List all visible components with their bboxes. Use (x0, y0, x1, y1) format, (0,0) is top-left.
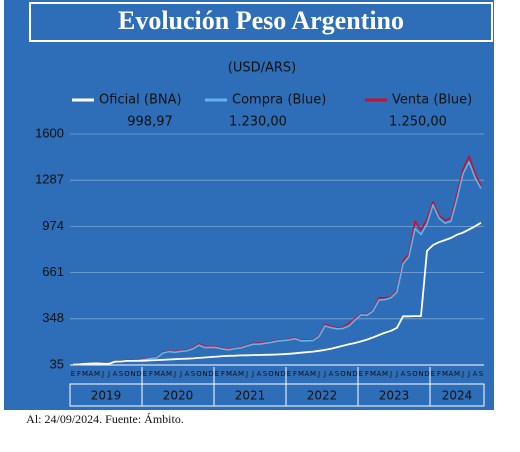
x-tick-label: A (377, 370, 382, 378)
x-tick-label: D (136, 370, 141, 378)
x-tick-label: M (454, 370, 460, 378)
x-tick-label: N (346, 370, 351, 378)
x-tick-label: O (412, 370, 418, 378)
x-tick-label: M (82, 370, 88, 378)
year-label: 2021 (235, 389, 266, 403)
legend-label: Oficial (BNA) (99, 93, 182, 108)
series-line (72, 221, 482, 366)
x-tick-label: J (467, 370, 470, 378)
x-tick-label: M (226, 370, 232, 378)
x-tick-label: O (268, 370, 274, 378)
latest-value: 1.230,00 (229, 115, 287, 130)
x-tick-label: O (124, 370, 130, 378)
x-tick-label: E (71, 370, 75, 378)
x-tick-label: E (359, 370, 363, 378)
year-label: 2022 (307, 389, 338, 403)
y-tick-label: 661 (42, 264, 64, 279)
x-tick-label: E (431, 370, 435, 378)
x-tick-label: A (233, 370, 238, 378)
x-tick-label: S (479, 370, 484, 378)
x-tick-label: J (107, 370, 110, 378)
x-tick-label: A (449, 370, 454, 378)
y-tick-label: 1287 (35, 172, 64, 187)
x-tick-label: F (293, 370, 297, 378)
x-tick-label: A (305, 370, 310, 378)
x-tick-label: A (329, 370, 334, 378)
x-tick-label: F (149, 370, 153, 378)
title-box (29, 2, 493, 42)
x-tick-label: A (257, 370, 262, 378)
year-row (69, 383, 485, 407)
x-tick-label: O (340, 370, 346, 378)
x-tick-label: N (274, 370, 279, 378)
x-tick-label: N (202, 370, 207, 378)
x-tick-label: J (323, 370, 326, 378)
x-tick-label: S (119, 370, 124, 378)
x-tick-label: M (238, 370, 244, 378)
x-tick-label: J (395, 370, 398, 378)
x-tick-label: M (94, 370, 100, 378)
x-tick-label: D (352, 370, 357, 378)
x-tick-label: A (113, 370, 118, 378)
footnote: Al: 24/09/2024. Fuente: Ámbito. (26, 412, 184, 426)
x-tick-label: F (365, 370, 369, 378)
x-tick-label: E (143, 370, 147, 378)
year-label: 2023 (379, 389, 410, 403)
year-label: 2020 (163, 389, 194, 403)
latest-value: 998,97 (127, 115, 173, 130)
legend-label: Venta (Blue) (392, 93, 472, 108)
x-tick-label: M (310, 370, 316, 378)
x-tick-label: M (166, 370, 172, 378)
x-tick-label: S (335, 370, 340, 378)
x-tick-label: J (173, 370, 176, 378)
x-tick-label: M (382, 370, 388, 378)
x-tick-label: A (185, 370, 190, 378)
chart-title: Evolución Peso Argentino (118, 6, 404, 35)
x-tick-label: D (208, 370, 213, 378)
x-tick-label: A (161, 370, 166, 378)
y-tick-label: 1600 (35, 125, 64, 140)
x-tick-label: E (215, 370, 219, 378)
x-tick-label: S (263, 370, 268, 378)
latest-value: 1.250,00 (389, 115, 447, 130)
x-tick-label: M (154, 370, 160, 378)
x-tick-label: F (221, 370, 225, 378)
x-tick-label: D (280, 370, 285, 378)
x-tick-label: M (298, 370, 304, 378)
x-tick-label: J (101, 370, 104, 378)
x-tick-label: J (179, 370, 182, 378)
x-tick-label: F (437, 370, 441, 378)
year-label: 2024 (442, 389, 473, 403)
x-tick-label: S (407, 370, 412, 378)
y-tick-label: 974 (42, 218, 64, 233)
year-label: 2019 (91, 389, 122, 403)
x-tick-label: O (196, 370, 202, 378)
x-tick-label: A (401, 370, 406, 378)
x-tick-label: F (77, 370, 81, 378)
x-tick-label: S (191, 370, 196, 378)
panel (4, 0, 494, 410)
x-tick-label: J (389, 370, 392, 378)
subtitle: (USD/ARS) (228, 61, 296, 76)
x-tick-label: J (251, 370, 254, 378)
x-tick-label: N (130, 370, 135, 378)
x-tick-label: E (287, 370, 291, 378)
x-tick-label: J (317, 370, 320, 378)
x-tick-label: J (245, 370, 248, 378)
legend-label: Compra (Blue) (232, 93, 326, 108)
x-tick-label: A (473, 370, 478, 378)
x-tick-label: M (370, 370, 376, 378)
y-tick-label: 35 (50, 356, 64, 371)
x-tick-label: A (89, 370, 94, 378)
x-tick-label: J (461, 370, 464, 378)
x-tick-label: M (442, 370, 448, 378)
x-tick-label: N (418, 370, 423, 378)
x-tick-label: D (424, 370, 429, 378)
y-tick-label: 348 (42, 310, 64, 325)
